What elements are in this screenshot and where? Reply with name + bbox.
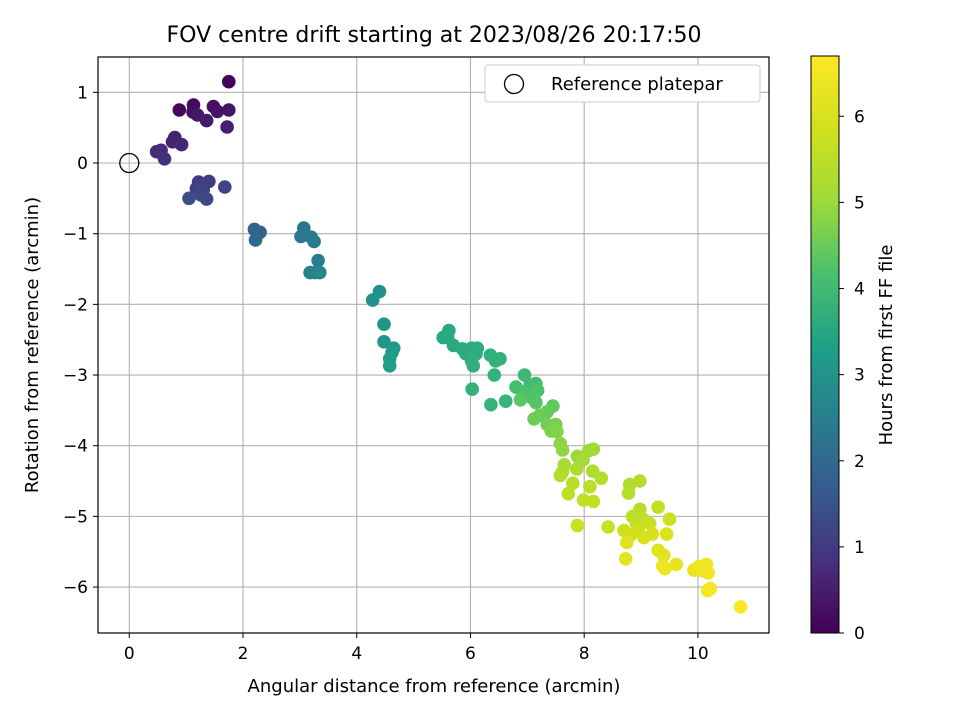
data-point [313, 265, 327, 280]
data-point [566, 476, 580, 491]
data-point [662, 512, 677, 526]
chart-title: FOV centre drift starting at 2023/08/26 … [167, 23, 702, 48]
data-point [382, 359, 397, 373]
scatter-points [149, 74, 748, 614]
y-tick-label: −3 [63, 366, 88, 386]
x-axis-ticks: 0 2 4 6 8 10 [124, 633, 709, 664]
data-point [651, 500, 665, 514]
y-axis-label: Rotation from reference (arcmin) [22, 197, 43, 493]
data-point [658, 561, 672, 576]
legend-reference-marker-icon [503, 73, 525, 95]
colorbar-tick-label: 4 [854, 280, 865, 300]
data-point [513, 393, 528, 407]
data-point [701, 566, 715, 580]
grid [98, 57, 769, 633]
data-point [550, 424, 564, 439]
data-point [466, 359, 481, 373]
data-point [669, 557, 684, 572]
data-point [527, 412, 541, 426]
data-point [199, 113, 214, 128]
colorbar-tick-label: 6 [854, 107, 865, 127]
data-point [182, 191, 196, 206]
data-point [365, 293, 380, 307]
data-point [570, 518, 585, 533]
data-point [642, 516, 657, 531]
data-point [733, 600, 748, 614]
y-tick-label: −2 [63, 295, 88, 315]
x-tick-label: 6 [465, 644, 476, 664]
colorbar-tick-label: 2 [854, 452, 865, 472]
plot-frame [97, 56, 770, 634]
data-point [594, 471, 609, 486]
data-point [157, 152, 172, 166]
data-point [517, 368, 532, 382]
data-point [498, 394, 513, 409]
data-point [561, 487, 576, 501]
data-point [311, 253, 325, 268]
colorbar-label: Hours from first FF file [876, 245, 897, 446]
x-tick-label: 2 [238, 644, 249, 664]
data-point [583, 479, 597, 494]
data-point [493, 352, 507, 366]
data-point [222, 74, 236, 89]
plot-background [98, 57, 769, 633]
data-point [465, 382, 480, 397]
reference-platepar-marker [119, 152, 140, 174]
data-point [222, 103, 236, 117]
colorbar: 0 1 2 3 4 5 6 Hours from first FF file [810, 55, 897, 644]
data-point [700, 583, 715, 598]
colorbar-tick-label: 1 [854, 538, 865, 558]
y-tick-label: −1 [63, 225, 88, 245]
colorbar-tick-label: 0 [854, 624, 865, 644]
data-point [307, 234, 321, 249]
data-point [633, 474, 647, 488]
data-point [172, 103, 187, 117]
colorbar-ticks: 0 1 2 3 4 5 6 [839, 107, 865, 644]
x-axis-label: Angular distance from reference (arcmin) [248, 676, 621, 697]
data-point [218, 180, 232, 194]
colorbar-tick-label: 5 [854, 193, 865, 213]
y-tick-label: −6 [63, 578, 88, 598]
y-axis-ticks: 1 0 −1 −2 −3 −4 −5 −6 [63, 83, 98, 598]
data-point [174, 137, 189, 152]
x-tick-label: 4 [351, 644, 362, 664]
x-tick-label: 0 [124, 644, 135, 664]
data-point [377, 335, 391, 349]
data-point [645, 527, 660, 541]
y-tick-label: 0 [77, 154, 88, 174]
data-point [601, 520, 615, 534]
data-point [484, 397, 498, 412]
x-tick-label: 8 [579, 644, 590, 664]
data-point [657, 548, 671, 563]
colorbar-gradient [810, 55, 840, 634]
data-point [570, 462, 584, 476]
colorbar-tick-label: 3 [854, 366, 865, 386]
reference-marker-group [119, 152, 140, 174]
data-point [294, 229, 308, 244]
legend-box [484, 64, 761, 103]
data-point [659, 527, 674, 541]
legend: Reference platepar [484, 64, 761, 103]
data-point [220, 120, 234, 134]
y-tick-label: 1 [77, 83, 88, 103]
x-tick-label: 10 [687, 644, 709, 664]
data-point [586, 494, 601, 509]
y-tick-label: −5 [63, 507, 88, 527]
legend-entry-label: Reference platepar [551, 74, 723, 95]
data-point [586, 442, 601, 457]
data-point [199, 192, 214, 206]
data-point [210, 104, 225, 119]
data-point [553, 468, 568, 483]
data-point [621, 486, 636, 500]
data-point [555, 443, 570, 457]
data-point [487, 368, 502, 382]
data-point [529, 395, 543, 410]
y-tick-label: −4 [63, 437, 88, 457]
data-point [377, 317, 391, 332]
data-point [620, 535, 634, 550]
data-point [618, 552, 633, 566]
data-point [248, 233, 263, 247]
